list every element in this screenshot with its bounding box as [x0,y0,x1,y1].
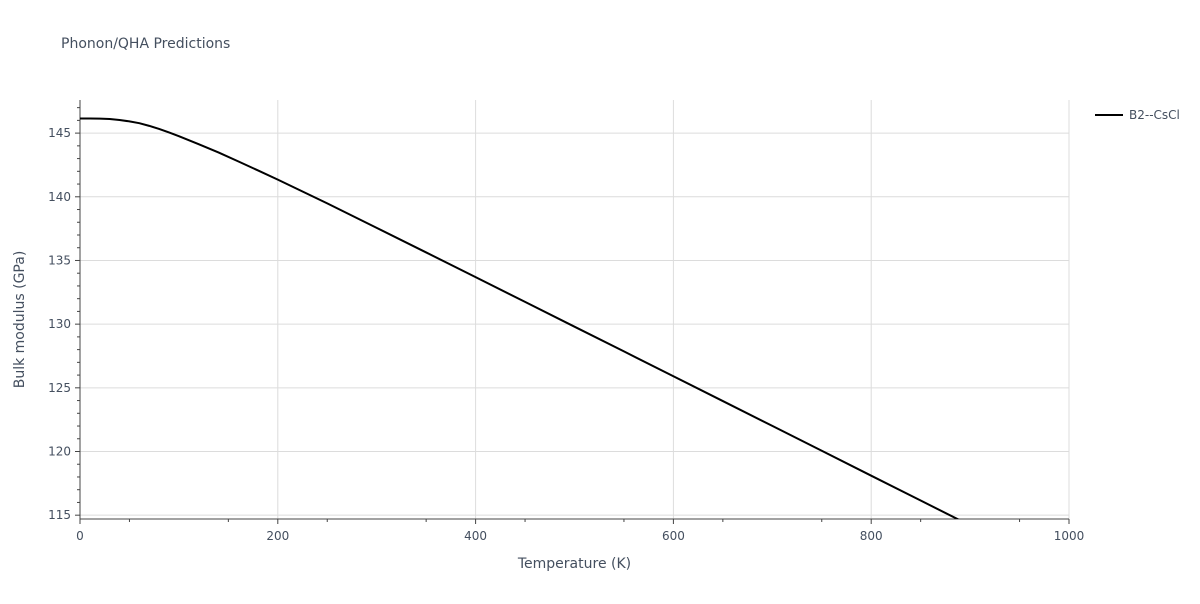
y-axis-title: Bulk modulus (GPa) [12,251,28,389]
series-line-b2-cscl [80,117,960,519]
y-tick-label: 115 [48,508,71,522]
x-tick-label: 0 [76,529,84,543]
y-tick-label: 125 [48,381,71,395]
x-tick-label: 400 [464,529,487,543]
series-layer [80,117,960,519]
axis-layer [75,100,1070,524]
label-layer: 0 200 400 600 800 1000 115 120 125 130 135 140 145 Te… [12,126,1084,572]
x-tick-label: 200 [266,529,289,543]
y-tick-label: 135 [48,253,71,267]
x-tick-label: 1000 [1054,529,1085,543]
x-tick-label: 800 [860,529,883,543]
grid-layer [80,100,1070,519]
chart-title: Phonon/QHA Predictions [61,36,231,52]
y-tick-label: 145 [48,126,71,140]
x-tick-label: 600 [662,529,685,543]
x-axis-title: Temperature (K) [517,556,631,572]
y-tick-label: 140 [48,190,71,204]
legend-label: B2--CsCl [1129,108,1180,122]
legend[interactable]: B2--CsCl [1095,108,1180,122]
y-tick-label: 130 [48,317,71,331]
y-tick-label: 120 [48,445,71,459]
